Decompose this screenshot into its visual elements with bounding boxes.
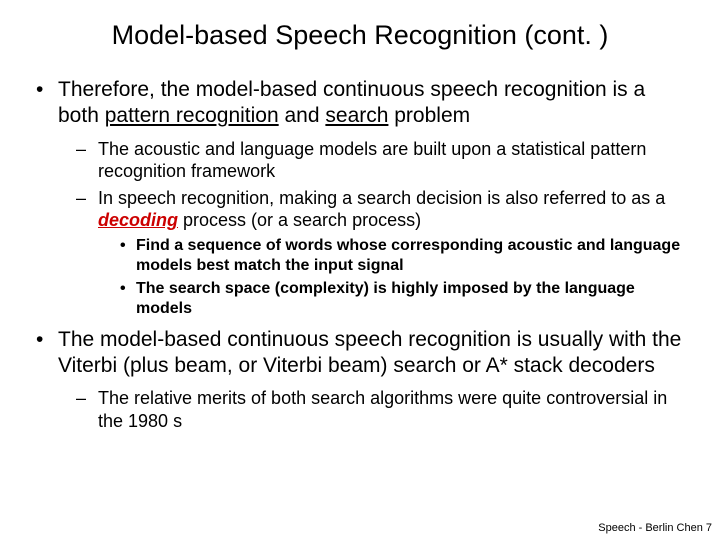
bullet-2-sub-1: The relative merits of both search algor… xyxy=(76,387,684,432)
bullet-2-text: The model-based continuous speech recogn… xyxy=(58,328,681,377)
bullet-1-sub-1: The acoustic and language models are bui… xyxy=(76,138,684,183)
bullet-1-sub-2-a: Find a sequence of words whose correspon… xyxy=(120,236,684,276)
slide-title: Model-based Speech Recognition (cont. ) xyxy=(36,20,684,51)
bullet-1-underline-2: search xyxy=(325,104,388,127)
bullet-1-text-post: problem xyxy=(388,104,470,127)
bullet-1-sub-2: In speech recognition, making a search d… xyxy=(76,187,684,319)
slide-content: Model-based Speech Recognition (cont. ) … xyxy=(0,0,720,432)
bullet-1-text-mid: and xyxy=(279,104,326,127)
bullet-1: Therefore, the model-based continuous sp… xyxy=(36,77,684,319)
decoding-term: decoding xyxy=(98,210,178,230)
bullet-1-sub-2-post: process (or a search process) xyxy=(178,210,421,230)
bullet-1-sublist: The acoustic and language models are bui… xyxy=(58,138,684,319)
bullet-2-sublist: The relative merits of both search algor… xyxy=(58,387,684,432)
bullet-1-sub-2-sublist: Find a sequence of words whose correspon… xyxy=(98,236,684,319)
bullet-1-sub-2-pre: In speech recognition, making a search d… xyxy=(98,188,665,208)
bullet-list-level1: Therefore, the model-based continuous sp… xyxy=(36,77,684,432)
slide-footer: Speech - Berlin Chen 7 xyxy=(598,522,712,534)
bullet-1-underline-1: pattern recognition xyxy=(105,104,279,127)
bullet-1-sub-2-b: The search space (complexity) is highly … xyxy=(120,279,684,319)
bullet-2: The model-based continuous speech recogn… xyxy=(36,327,684,433)
